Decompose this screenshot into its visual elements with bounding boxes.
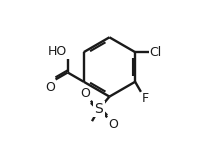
Text: O: O xyxy=(108,118,118,131)
Text: O: O xyxy=(45,81,55,94)
Text: F: F xyxy=(141,92,149,105)
Text: Cl: Cl xyxy=(150,46,162,59)
Text: S: S xyxy=(95,102,103,116)
Text: HO: HO xyxy=(48,45,67,58)
Text: O: O xyxy=(80,87,90,100)
